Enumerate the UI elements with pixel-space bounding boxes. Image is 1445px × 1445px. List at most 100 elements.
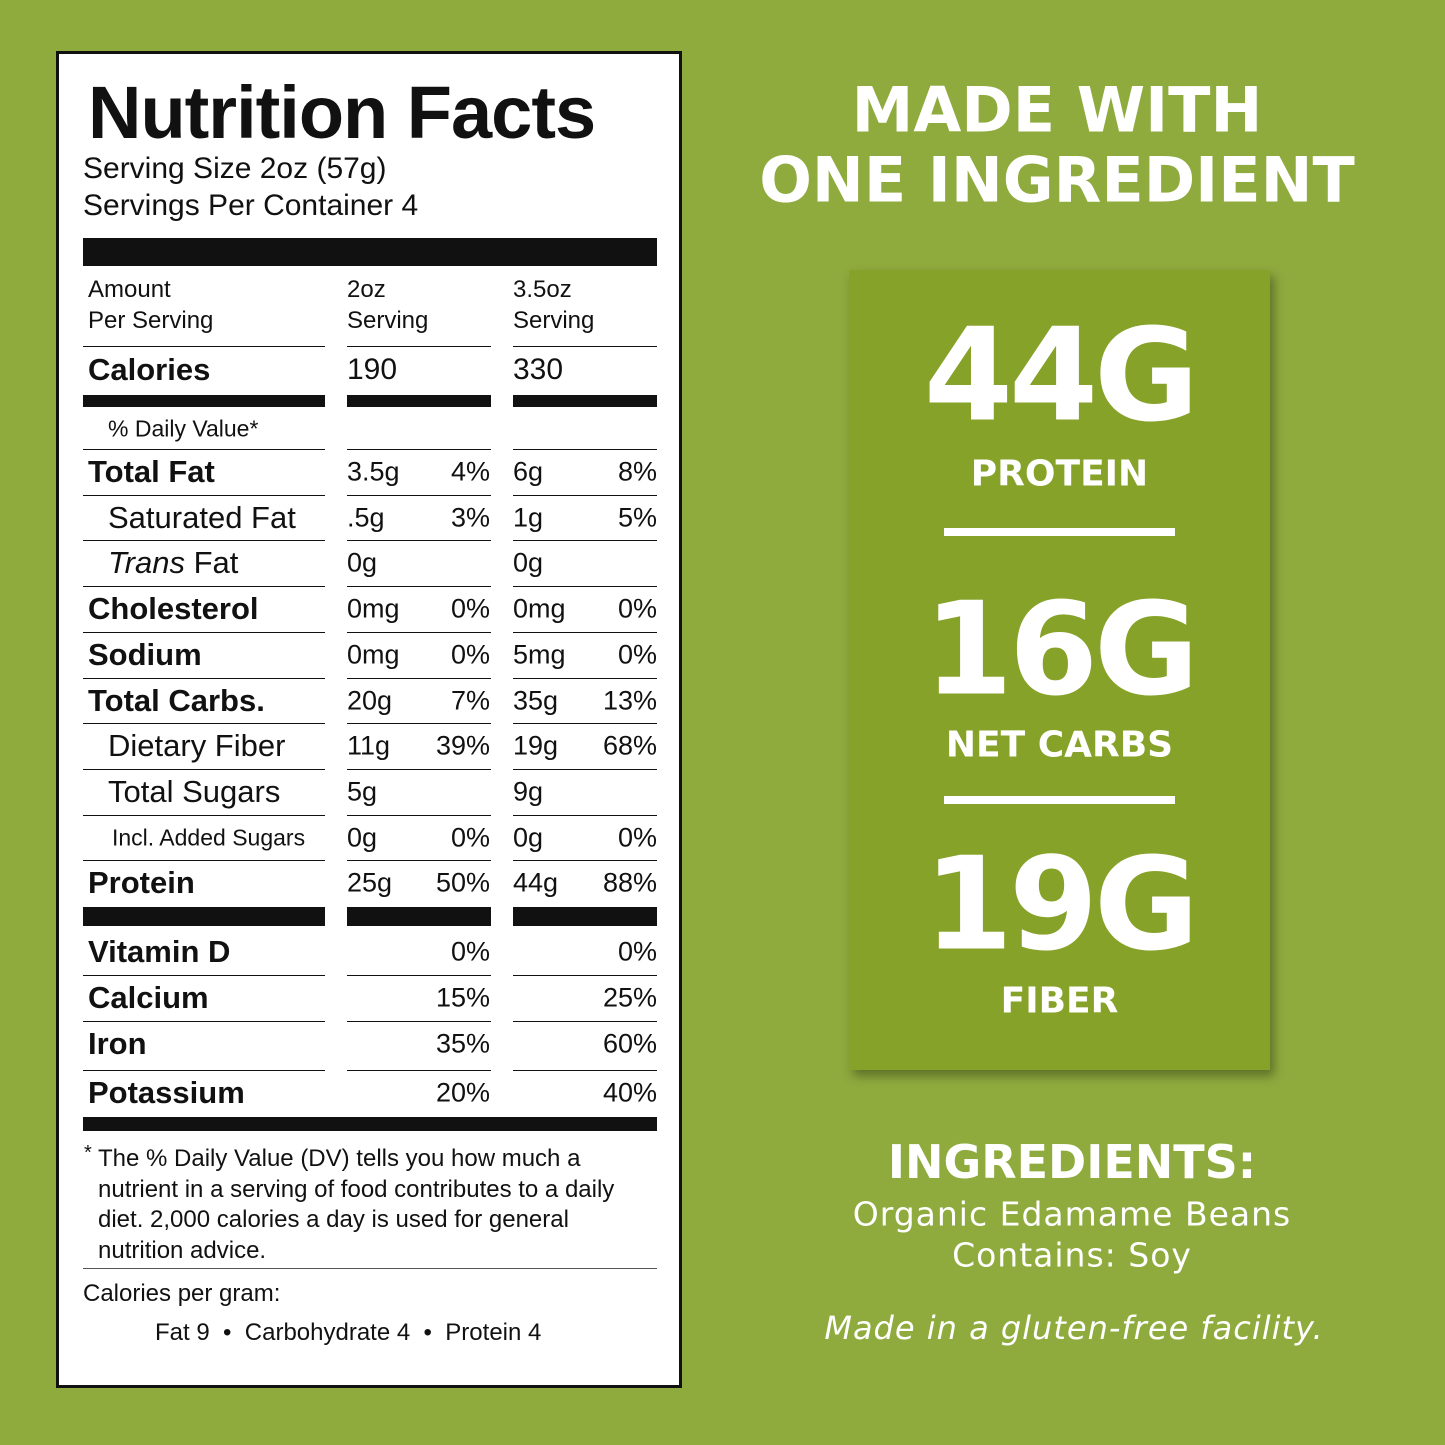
vitamin-name: Iron [88, 1026, 147, 1061]
nutrient-name: Dietary Fiber [108, 728, 285, 764]
rule [83, 540, 325, 542]
cell-value: 39% [435, 730, 490, 761]
nutrient-text: Dietary Fiber [108, 728, 286, 764]
rule [347, 540, 491, 542]
heading: MADE WITH [851, 73, 1263, 147]
rule [83, 238, 657, 266]
cell-value: 25g [347, 867, 393, 898]
rule [513, 768, 657, 770]
calories-per-gram: Calories per gram: [83, 1280, 281, 1307]
nutrient-name: Total Fat [88, 454, 215, 490]
per-gram-list: Fat 9 • Carbohydrate 4 • Protein 4 [155, 1319, 541, 1347]
note: Made in a gluten-free facility. [824, 1309, 1324, 1347]
cell-value: 0mg [513, 593, 566, 624]
per-gram-item: Carbohydrate 4 [244, 1319, 411, 1346]
cell-value: 0% [617, 639, 657, 670]
rule [513, 907, 657, 926]
vitamin-name: Vitamin D [88, 934, 231, 969]
rule [347, 814, 491, 816]
cell-value: 0% [617, 822, 657, 853]
cell-value: 9g [513, 776, 544, 807]
cell-value: 20% [435, 1077, 490, 1108]
bullet: • [410, 1319, 446, 1346]
cell-value: 60% [602, 1028, 657, 1059]
rule [347, 449, 491, 450]
stat-label: NET CARBS [945, 724, 1174, 766]
footnote: The % Daily Value (DV) tells you how muc… [98, 1145, 615, 1264]
cell-value: 0% [617, 593, 657, 624]
cell-value: 1g [513, 502, 544, 533]
nutrient-text: Sodium [88, 636, 202, 672]
heading: ONE INGREDIENT [759, 143, 1355, 217]
rule [347, 494, 491, 496]
rule [347, 907, 491, 926]
nutrient-text: Saturated Fat [108, 499, 296, 535]
rule [513, 346, 657, 347]
calories-name: Calories [88, 352, 211, 387]
nutrient-text: Protein [88, 865, 195, 901]
rule [83, 346, 325, 347]
nutrient-name: Cholesterol [88, 591, 259, 627]
cell-value: 0% [450, 936, 490, 967]
rule [513, 860, 657, 862]
cell-value: 7% [450, 685, 490, 715]
cell-value: 13% [602, 685, 657, 715]
rule [347, 723, 491, 725]
rule [347, 1021, 491, 1022]
label-box [56, 51, 682, 1388]
cell-value: 8% [617, 456, 657, 487]
rule [347, 677, 491, 679]
nutrient-name: Total Carbs. [88, 683, 265, 719]
ingredient-line: Contains: Soy [952, 1235, 1192, 1275]
rule [83, 814, 325, 816]
column-header: Serving [513, 307, 595, 334]
rule [513, 631, 657, 633]
column-header: Amount [88, 276, 171, 303]
nutrient-text: Cholesterol [88, 591, 259, 627]
rule [513, 1070, 657, 1071]
per-gram-item: Protein 4 [445, 1319, 542, 1346]
nutrient-name: Sodium [88, 637, 202, 673]
rule [83, 494, 325, 496]
column-header: 2oz [347, 276, 386, 303]
rule [83, 449, 325, 450]
rule [83, 395, 325, 407]
stat-divider [944, 528, 1175, 536]
cell-value: 11g [347, 730, 391, 761]
vitamin-name: Potassium [88, 1075, 245, 1110]
nutrient-text: Fat [184, 545, 239, 581]
ingredient-line: Organic Edamame Beans [852, 1194, 1292, 1234]
cell-value: 0g [513, 547, 544, 578]
nutrient-name: Incl. Added Sugars [112, 824, 305, 851]
cell-value: 0g [347, 822, 378, 853]
rule [513, 975, 657, 976]
cell-value: 20g [347, 685, 393, 715]
italic-prefix: Trans [108, 545, 185, 581]
rule [513, 723, 657, 725]
cell-value: 0% [617, 936, 657, 967]
rule [83, 1070, 325, 1071]
rule [513, 814, 657, 816]
cell-value: 5mg [513, 639, 566, 670]
rule [83, 768, 325, 770]
calories-value: 330 [513, 353, 564, 386]
cell-value: 88% [602, 867, 657, 898]
rule [83, 1021, 325, 1022]
bullet: • [209, 1319, 245, 1346]
calories-value: 190 [347, 353, 398, 386]
stat-value: 16G [923, 575, 1199, 725]
nutrient-text: Incl. Added Sugars [112, 824, 306, 851]
stat-value: 19G [923, 830, 1199, 980]
cell-value: 0% [450, 639, 490, 670]
vitamin-name: Calcium [88, 980, 209, 1015]
ingredients-title: INGREDIENTS: [887, 1135, 1257, 1189]
rule [83, 677, 325, 679]
nutrient-text: Total Carbs. [88, 682, 265, 718]
servings-per-container: Servings Per Container 4 [83, 189, 419, 222]
rule [83, 907, 325, 926]
cell-value: 40% [602, 1077, 657, 1108]
stat-label: FIBER [1000, 980, 1119, 1022]
cell-value: .5g [347, 502, 385, 533]
rule [347, 768, 491, 770]
cell-value: 25% [602, 982, 657, 1013]
